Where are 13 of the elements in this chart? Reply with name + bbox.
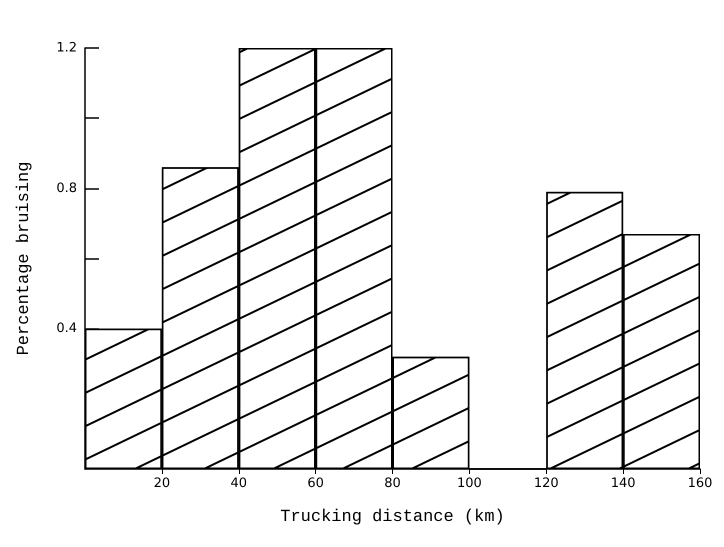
x-tick-label: 140	[610, 476, 636, 491]
y-tick-label: 1.2	[56, 40, 77, 56]
x-tick-label: 120	[534, 476, 559, 491]
y-tick-label: 0.4	[56, 321, 77, 336]
y-tick-label: 0.8	[56, 180, 77, 196]
x-tick-label: 160	[688, 476, 712, 491]
x-axis-title: Trucking distance (km)	[280, 508, 505, 527]
x-tick-label: 40	[230, 476, 248, 491]
x-tick-label: 60	[307, 476, 324, 491]
x-tick-label: 80	[384, 476, 401, 491]
x-tick-label: 20	[154, 476, 170, 491]
y-axis-title: Percentage bruising	[15, 162, 34, 356]
x-tick-label: 100	[456, 476, 482, 491]
